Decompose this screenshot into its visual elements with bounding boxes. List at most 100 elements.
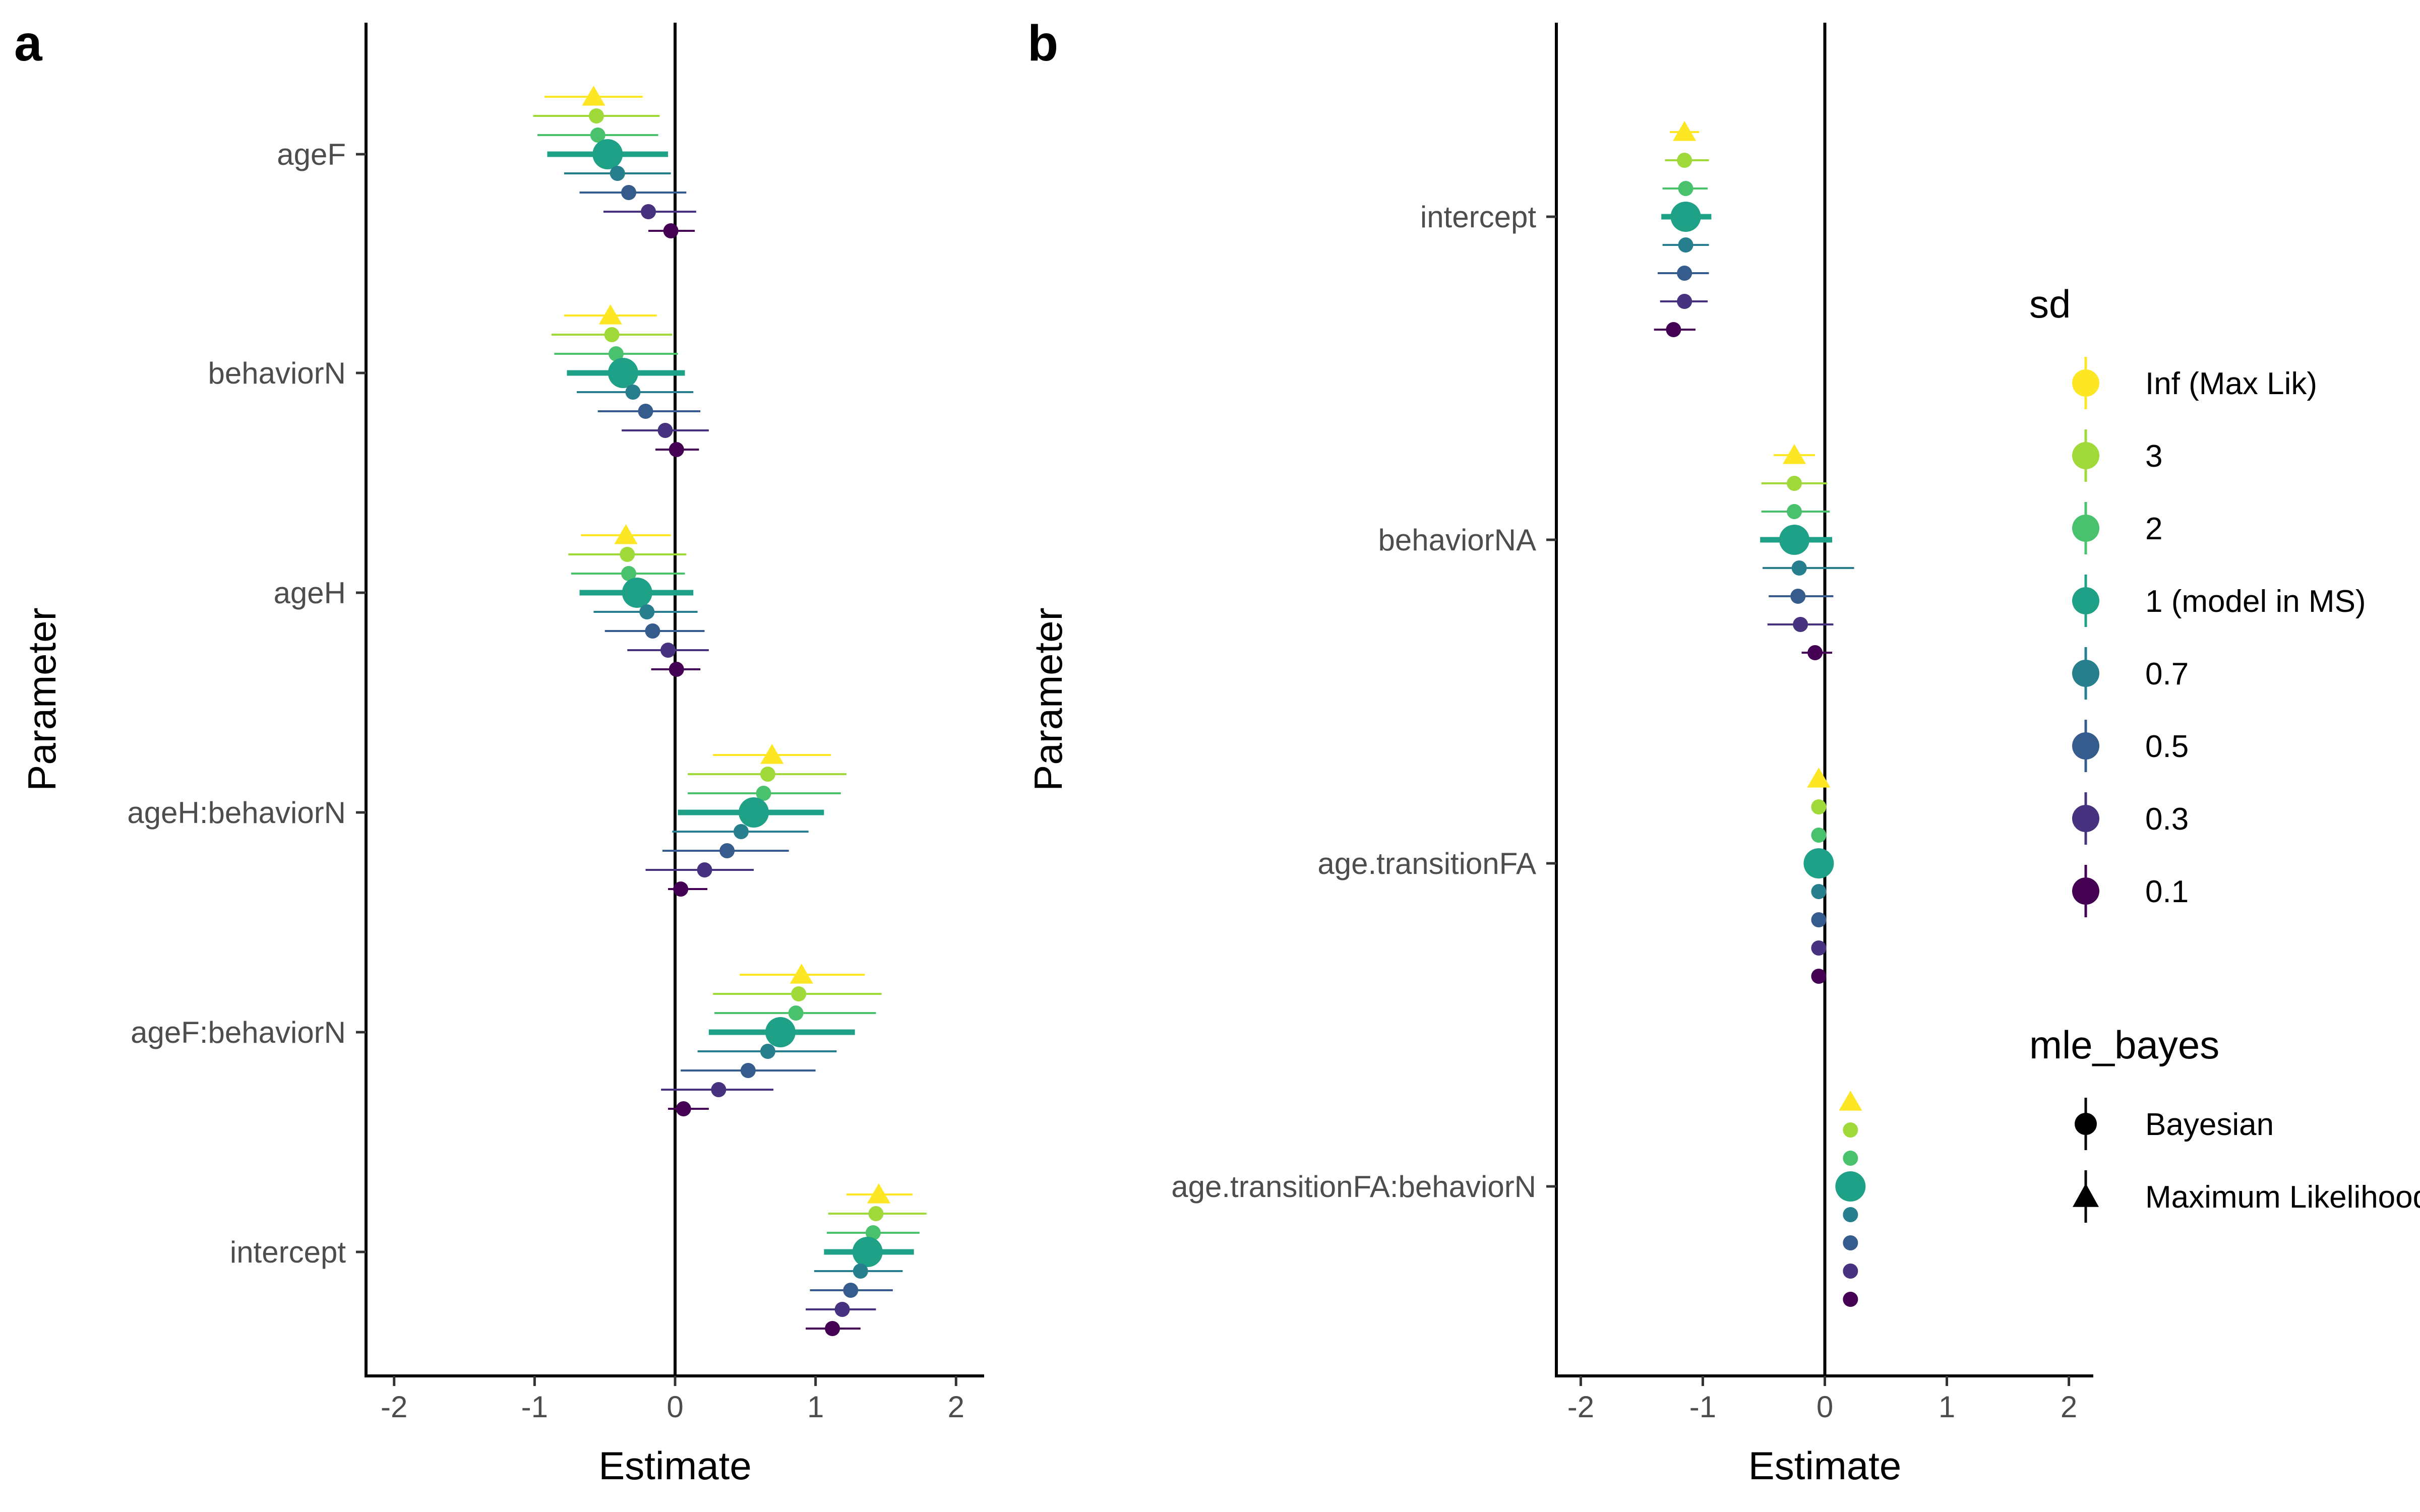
panel-a-y-tick-label-behaviorn: behaviorN [208, 356, 346, 390]
panel-a-point-bayes [588, 108, 604, 123]
panel-a-point-bayes [590, 128, 606, 143]
panel-a-point-bayes [673, 881, 689, 897]
panel-a-y-tick-label-intercept: intercept [230, 1235, 346, 1269]
panel-b-y-tick-label-behaviorna: behaviorNA [1378, 523, 1536, 557]
panel-b-y-tick-label-age-transitionfa-behaviorn: age.transitionFA:behaviorN [1171, 1170, 1536, 1204]
panel-b-point-bayes [1779, 525, 1809, 555]
legend-shape-label: Bayesian [2145, 1107, 2274, 1142]
panel-a-point-ml-triangle [582, 86, 606, 106]
panel-a-point-bayes [760, 767, 775, 782]
panel-b-x-axis-title: Estimate [1748, 1443, 1901, 1488]
panel-a-x-tick-label: -2 [381, 1390, 407, 1424]
panel-a-point-bayes [852, 1237, 883, 1267]
panel-a-point-bayes [843, 1283, 859, 1298]
panel-b-point-bayes [1677, 294, 1692, 309]
panel-b-point-bayes [1843, 1122, 1858, 1138]
panel-a-point-bayes [669, 662, 684, 677]
legend-sd-label: 3 [2145, 439, 2162, 474]
legend-sd-key-dot [2072, 515, 2099, 542]
legend-sd-key-dot [2072, 732, 2099, 760]
panel-b-point-bayes [1786, 476, 1802, 491]
panel-a-tag: a [14, 15, 43, 72]
panel-a-point-bayes [625, 385, 641, 400]
panel-a: a -2 -1 0 1 2 Estimate Parameter ageF behaviorN a… [14, 15, 984, 1488]
panel-a-point-ml-triangle [790, 964, 813, 984]
panel-a-point-bayes [621, 185, 637, 200]
panel-b-x-tick-label: 2 [2061, 1390, 2077, 1424]
panel-b-point-bayes [1678, 181, 1693, 196]
panel-b-point-bayes [1786, 504, 1802, 519]
panel-b-point-ml-triangle [1782, 444, 1806, 464]
panel-b-point-bayes [1670, 202, 1701, 232]
panel-a-point-bayes [676, 1101, 691, 1116]
panel-b-point-bayes [1790, 589, 1806, 604]
panel-b-x-tick-label: -2 [1567, 1390, 1594, 1424]
panel-a-point-bayes [620, 547, 635, 562]
panel-a-point-bayes [853, 1264, 868, 1279]
panel-a-x-tick-label: -1 [521, 1390, 548, 1424]
panel-a-x-tick-label: 0 [667, 1390, 683, 1424]
panel-b-point-bayes [1811, 969, 1827, 984]
panel-a-point-bayes [608, 346, 624, 361]
panel-a-point-bayes [765, 1017, 796, 1047]
panel-a-point-bayes [733, 824, 749, 839]
panel-b-point-bayes [1791, 560, 1807, 576]
panel-b-point-bayes [1843, 1292, 1858, 1307]
legend-shape-circle [2075, 1113, 2097, 1135]
panel-a-point-bayes [739, 797, 769, 828]
legend-sd-key-dot [2072, 660, 2099, 687]
panel-a-point-bayes [756, 786, 771, 801]
panel-a-y-tick-label-agef-behaviorn: ageF:behaviorN [131, 1016, 346, 1049]
panel-b-point-bayes [1811, 912, 1827, 927]
panel-a-point-bayes [669, 442, 684, 457]
panel-b-point-bayes [1835, 1171, 1866, 1202]
panel-a-point-bayes [608, 358, 638, 388]
panel-b-point-ml-triangle [1839, 1091, 1862, 1111]
panel-a-point-bayes [663, 223, 679, 238]
panel-a-point-bayes [719, 843, 735, 858]
panel-b-point-bayes [1793, 617, 1808, 632]
panel-a-point-bayes [592, 139, 623, 169]
legend-sd-label: 2 [2145, 512, 2162, 546]
panel-a-point-bayes [622, 578, 652, 608]
panel-a-y-tick-label-agef: ageF [277, 138, 346, 171]
legend-sd-key-dot [2072, 369, 2099, 397]
panel-b-point-bayes [1843, 1151, 1858, 1166]
panel-a-point-bayes [657, 423, 673, 438]
panel-a-point-bayes [610, 166, 625, 181]
panel-a-point-bayes [641, 204, 656, 219]
panel-a-point-bayes [621, 566, 637, 581]
panel-a-point-ml-triangle [614, 524, 638, 544]
legend-sd-label: 0.1 [2145, 874, 2189, 909]
panel-b-y-tick-label-age-transitionfa: age.transitionFA [1317, 847, 1536, 880]
panel-a-point-ml-triangle [760, 744, 784, 764]
panel-b-x-tick-label: 1 [1939, 1390, 1955, 1424]
panel-a-point-bayes [639, 604, 655, 619]
legend-sd-label: 1 (model in MS) [2145, 584, 2366, 619]
panel-a-point-bayes [638, 404, 653, 419]
panel-b-point-bayes [1811, 884, 1827, 899]
panel-b-point-bayes [1666, 322, 1681, 337]
panel-a-point-bayes [697, 862, 712, 877]
panel-b-point-bayes [1843, 1264, 1858, 1279]
panel-a-y-tick-label-ageh-behaviorn: ageH:behaviorN [127, 796, 346, 830]
legend-shape-label: Maximum Likelihood [2145, 1180, 2420, 1215]
panel-b-point-bayes [1811, 828, 1827, 843]
panel-a-point-bayes [711, 1082, 727, 1097]
legend-sd-key-dot [2072, 877, 2099, 905]
panel-b-point-bayes [1807, 645, 1823, 660]
panel-b-point-bayes [1803, 848, 1834, 878]
legend-shape-triangle [2073, 1183, 2099, 1207]
panel-b-point-bayes [1811, 799, 1827, 814]
panel-a-point-bayes [825, 1321, 840, 1336]
panel-b-point-bayes [1843, 1235, 1858, 1250]
panel-b-y-tick-label-intercept: intercept [1420, 200, 1536, 234]
panel-a-point-ml-triangle [598, 304, 622, 325]
panel-a-point-bayes [604, 327, 620, 342]
legend-sd-label: 0.3 [2145, 802, 2189, 837]
panel-a-point-bayes [740, 1063, 756, 1078]
panel-a-y-tick-label-ageh: ageH [274, 576, 346, 610]
panel-a-x-axis-title: Estimate [598, 1443, 751, 1488]
panel-b-point-ml-triangle [1673, 121, 1697, 141]
